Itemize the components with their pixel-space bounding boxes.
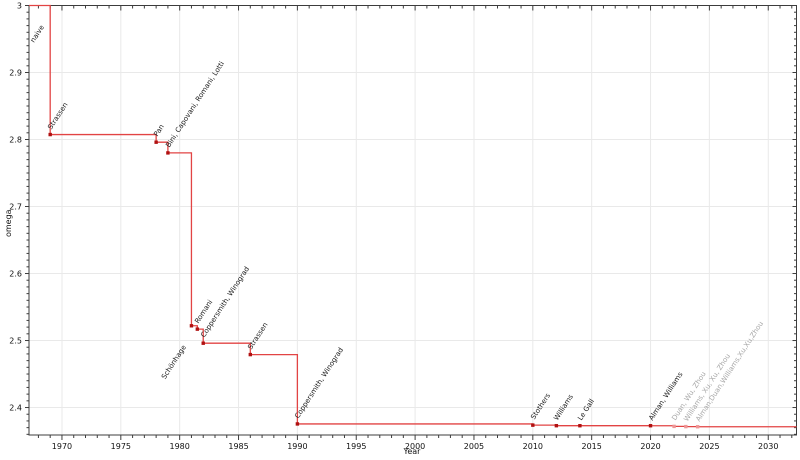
data-point-marker bbox=[248, 352, 253, 357]
data-point-marker bbox=[672, 424, 676, 429]
data-point-marker bbox=[201, 341, 205, 345]
data-point-marker bbox=[48, 132, 52, 137]
data-point-marker bbox=[695, 425, 700, 429]
data-point-marker bbox=[154, 140, 158, 144]
data-point-marker bbox=[684, 424, 688, 429]
data-point-marker bbox=[531, 423, 535, 427]
plot-frame bbox=[28, 5, 797, 436]
data-point-marker bbox=[166, 151, 170, 155]
data-point-marker bbox=[189, 324, 194, 328]
data-point-marker bbox=[554, 423, 559, 428]
data-point-marker bbox=[648, 424, 653, 428]
data-point-marker bbox=[578, 424, 582, 428]
data-point-marker bbox=[195, 327, 200, 331]
omega-step-line bbox=[29, 4, 797, 428]
data-point-marker bbox=[295, 422, 300, 426]
